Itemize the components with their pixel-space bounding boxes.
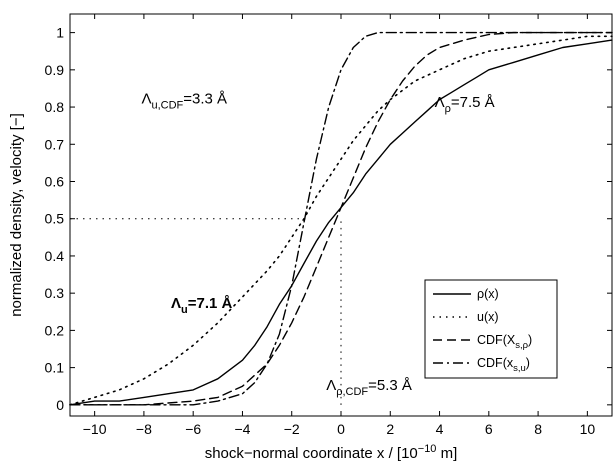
x-tick-label: 8 bbox=[534, 421, 542, 437]
annotation-lambda-u: Λu=7.1 Å bbox=[171, 295, 233, 316]
y-tick-label: 0.3 bbox=[45, 285, 65, 301]
y-tick-label: 0 bbox=[56, 397, 64, 413]
x-tick-label: 2 bbox=[386, 421, 394, 437]
y-tick-label: 0.2 bbox=[45, 322, 65, 338]
y-tick-label: 0.4 bbox=[45, 248, 65, 264]
legend-label-2: u(x) bbox=[477, 310, 499, 324]
legend-label-1: ρ(x) bbox=[477, 287, 499, 301]
x-tick-label: −10 bbox=[83, 421, 107, 437]
y-tick-label: 1 bbox=[56, 25, 64, 41]
y-tick-label: 0.7 bbox=[45, 136, 65, 152]
x-tick-label: 10 bbox=[580, 421, 596, 437]
x-tick-label: −8 bbox=[136, 421, 152, 437]
y-tick-label: 0.1 bbox=[45, 360, 65, 376]
annotation-lambda-rho: Λρ=7.5 Å bbox=[435, 94, 495, 115]
y-tick-label: 0.5 bbox=[45, 211, 65, 227]
x-axis-label: shock−normal coordinate x / [10−10 m] bbox=[205, 443, 458, 462]
x-tick-label: 4 bbox=[436, 421, 444, 437]
x-tick-label: −6 bbox=[185, 421, 201, 437]
x-tick-label: 0 bbox=[337, 421, 345, 437]
legend: ρ(x)u(x)CDF(Xs,ρ)CDF(xs,u) bbox=[425, 280, 557, 378]
x-tick-label: −2 bbox=[284, 421, 300, 437]
y-axis-label: normalized density, velocity [−] bbox=[8, 113, 25, 317]
x-tick-label: −4 bbox=[234, 421, 250, 437]
x-tick-label: 6 bbox=[485, 421, 493, 437]
annotation-lambda-u-cdf: Λu,CDF=3.3 Å bbox=[141, 90, 227, 111]
y-tick-label: 0.6 bbox=[45, 174, 65, 190]
annotation-lambda-rho-cdf: Λρ,CDF=5.3 Å bbox=[326, 377, 412, 398]
y-tick-label: 0.8 bbox=[45, 99, 65, 115]
y-tick-label: 0.9 bbox=[45, 62, 65, 78]
